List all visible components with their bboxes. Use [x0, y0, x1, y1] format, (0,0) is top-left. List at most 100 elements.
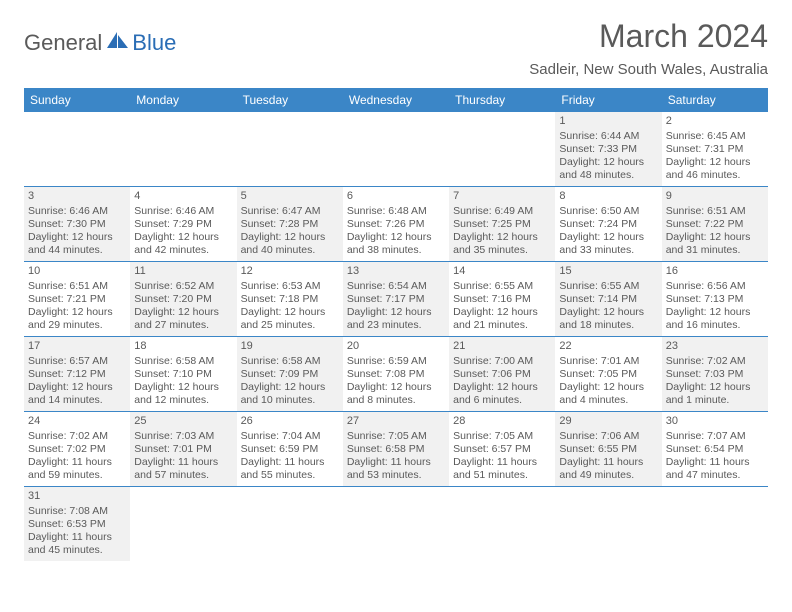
sunrise-text: Sunrise: 6:59 AM: [347, 355, 445, 368]
daylight-text: Daylight: 11 hours and 53 minutes.: [347, 456, 445, 482]
daylight-text: Daylight: 12 hours and 27 minutes.: [134, 306, 232, 332]
day-number: 2: [666, 115, 764, 129]
sunset-text: Sunset: 6:59 PM: [241, 443, 339, 456]
sunrise-text: Sunrise: 6:46 AM: [28, 205, 126, 218]
sunset-text: Sunset: 7:24 PM: [559, 218, 657, 231]
sunrise-text: Sunrise: 6:58 AM: [241, 355, 339, 368]
daylight-text: Daylight: 12 hours and 33 minutes.: [559, 231, 657, 257]
sunrise-text: Sunrise: 6:48 AM: [347, 205, 445, 218]
day-cell: [24, 112, 130, 186]
day-cell: 22Sunrise: 7:01 AMSunset: 7:05 PMDayligh…: [555, 337, 661, 411]
sunrise-text: Sunrise: 6:55 AM: [453, 280, 551, 293]
sunrise-text: Sunrise: 6:46 AM: [134, 205, 232, 218]
daylight-text: Daylight: 11 hours and 55 minutes.: [241, 456, 339, 482]
daylight-text: Daylight: 12 hours and 6 minutes.: [453, 381, 551, 407]
day-number: 11: [134, 265, 232, 279]
sunset-text: Sunset: 7:30 PM: [28, 218, 126, 231]
day-cell: [343, 487, 449, 561]
daylight-text: Daylight: 12 hours and 42 minutes.: [134, 231, 232, 257]
sunrise-text: Sunrise: 7:05 AM: [453, 430, 551, 443]
sunrise-text: Sunrise: 6:58 AM: [134, 355, 232, 368]
title-block: March 2024 Sadleir, New South Wales, Aus…: [529, 18, 768, 78]
month-title: March 2024: [529, 18, 768, 55]
sunset-text: Sunset: 7:09 PM: [241, 368, 339, 381]
day-number: 4: [134, 190, 232, 204]
week-row: 24Sunrise: 7:02 AMSunset: 7:02 PMDayligh…: [24, 412, 768, 487]
sunset-text: Sunset: 7:18 PM: [241, 293, 339, 306]
day-cell: [343, 112, 449, 186]
daylight-text: Daylight: 12 hours and 21 minutes.: [453, 306, 551, 332]
daylight-text: Daylight: 12 hours and 18 minutes.: [559, 306, 657, 332]
daylight-text: Daylight: 12 hours and 44 minutes.: [28, 231, 126, 257]
daylight-text: Daylight: 12 hours and 35 minutes.: [453, 231, 551, 257]
day-cell: [237, 487, 343, 561]
day-cell: 3Sunrise: 6:46 AMSunset: 7:30 PMDaylight…: [24, 187, 130, 261]
logo: General Blue: [24, 30, 176, 56]
daylight-text: Daylight: 11 hours and 49 minutes.: [559, 456, 657, 482]
sunrise-text: Sunrise: 7:00 AM: [453, 355, 551, 368]
daylight-text: Daylight: 11 hours and 51 minutes.: [453, 456, 551, 482]
day-cell: 10Sunrise: 6:51 AMSunset: 7:21 PMDayligh…: [24, 262, 130, 336]
daylight-text: Daylight: 12 hours and 25 minutes.: [241, 306, 339, 332]
calendar: SundayMondayTuesdayWednesdayThursdayFrid…: [24, 88, 768, 561]
day-cell: [130, 112, 236, 186]
week-row: 17Sunrise: 6:57 AMSunset: 7:12 PMDayligh…: [24, 337, 768, 412]
sunset-text: Sunset: 7:17 PM: [347, 293, 445, 306]
sunrise-text: Sunrise: 6:57 AM: [28, 355, 126, 368]
sunrise-text: Sunrise: 6:54 AM: [347, 280, 445, 293]
sunset-text: Sunset: 6:54 PM: [666, 443, 764, 456]
sunset-text: Sunset: 7:20 PM: [134, 293, 232, 306]
sunset-text: Sunset: 7:22 PM: [666, 218, 764, 231]
day-cell: 6Sunrise: 6:48 AMSunset: 7:26 PMDaylight…: [343, 187, 449, 261]
day-number: 1: [559, 115, 657, 129]
daylight-text: Daylight: 12 hours and 48 minutes.: [559, 156, 657, 182]
daylight-text: Daylight: 12 hours and 23 minutes.: [347, 306, 445, 332]
day-cell: 17Sunrise: 6:57 AMSunset: 7:12 PMDayligh…: [24, 337, 130, 411]
daylight-text: Daylight: 12 hours and 16 minutes.: [666, 306, 764, 332]
day-cell: 7Sunrise: 6:49 AMSunset: 7:25 PMDaylight…: [449, 187, 555, 261]
day-cell: 30Sunrise: 7:07 AMSunset: 6:54 PMDayligh…: [662, 412, 768, 486]
weeks-container: 1Sunrise: 6:44 AMSunset: 7:33 PMDaylight…: [24, 112, 768, 561]
sunset-text: Sunset: 7:05 PM: [559, 368, 657, 381]
sunrise-text: Sunrise: 7:03 AM: [134, 430, 232, 443]
sunset-text: Sunset: 6:55 PM: [559, 443, 657, 456]
day-number: 14: [453, 265, 551, 279]
sunrise-text: Sunrise: 6:50 AM: [559, 205, 657, 218]
day-header: Tuesday: [237, 88, 343, 112]
day-number: 18: [134, 340, 232, 354]
day-number: 9: [666, 190, 764, 204]
sunrise-text: Sunrise: 6:51 AM: [28, 280, 126, 293]
day-cell: [555, 487, 661, 561]
week-row: 1Sunrise: 6:44 AMSunset: 7:33 PMDaylight…: [24, 112, 768, 187]
day-cell: 9Sunrise: 6:51 AMSunset: 7:22 PMDaylight…: [662, 187, 768, 261]
sunset-text: Sunset: 7:01 PM: [134, 443, 232, 456]
day-number: 24: [28, 415, 126, 429]
day-cell: 4Sunrise: 6:46 AMSunset: 7:29 PMDaylight…: [130, 187, 236, 261]
sunset-text: Sunset: 6:53 PM: [28, 518, 126, 531]
day-cell: 11Sunrise: 6:52 AMSunset: 7:20 PMDayligh…: [130, 262, 236, 336]
day-cell: [662, 487, 768, 561]
day-cell: 8Sunrise: 6:50 AMSunset: 7:24 PMDaylight…: [555, 187, 661, 261]
sunset-text: Sunset: 7:13 PM: [666, 293, 764, 306]
sunrise-text: Sunrise: 7:05 AM: [347, 430, 445, 443]
daylight-text: Daylight: 12 hours and 12 minutes.: [134, 381, 232, 407]
day-cell: [449, 487, 555, 561]
sunset-text: Sunset: 7:21 PM: [28, 293, 126, 306]
day-number: 29: [559, 415, 657, 429]
sunset-text: Sunset: 7:28 PM: [241, 218, 339, 231]
day-header-row: SundayMondayTuesdayWednesdayThursdayFrid…: [24, 88, 768, 112]
daylight-text: Daylight: 12 hours and 4 minutes.: [559, 381, 657, 407]
logo-text-general: General: [24, 30, 102, 56]
daylight-text: Daylight: 12 hours and 46 minutes.: [666, 156, 764, 182]
day-cell: 5Sunrise: 6:47 AMSunset: 7:28 PMDaylight…: [237, 187, 343, 261]
sunrise-text: Sunrise: 7:02 AM: [28, 430, 126, 443]
sunset-text: Sunset: 7:29 PM: [134, 218, 232, 231]
day-number: 19: [241, 340, 339, 354]
day-cell: [130, 487, 236, 561]
day-cell: 13Sunrise: 6:54 AMSunset: 7:17 PMDayligh…: [343, 262, 449, 336]
sunrise-text: Sunrise: 7:08 AM: [28, 505, 126, 518]
day-cell: 27Sunrise: 7:05 AMSunset: 6:58 PMDayligh…: [343, 412, 449, 486]
sunset-text: Sunset: 7:16 PM: [453, 293, 551, 306]
day-cell: 21Sunrise: 7:00 AMSunset: 7:06 PMDayligh…: [449, 337, 555, 411]
location-text: Sadleir, New South Wales, Australia: [529, 61, 768, 78]
